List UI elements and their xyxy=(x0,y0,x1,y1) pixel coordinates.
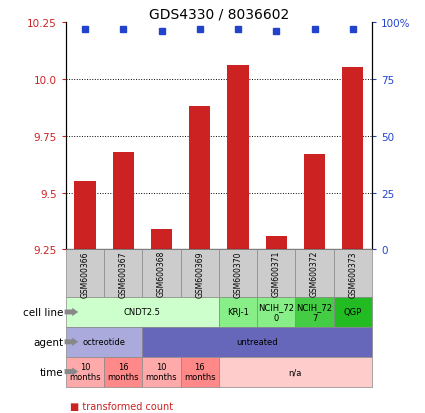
Bar xyxy=(74,182,96,250)
Text: GSM600371: GSM600371 xyxy=(272,250,281,297)
Bar xyxy=(304,154,325,250)
Bar xyxy=(189,107,210,250)
Text: CNDT2.5: CNDT2.5 xyxy=(124,308,161,317)
Bar xyxy=(342,68,363,250)
Text: GSM600373: GSM600373 xyxy=(348,250,357,297)
Title: GDS4330 / 8036602: GDS4330 / 8036602 xyxy=(149,7,289,21)
Text: GSM600367: GSM600367 xyxy=(119,250,128,297)
Text: GSM600370: GSM600370 xyxy=(233,250,243,297)
Text: NCIH_72
7: NCIH_72 7 xyxy=(297,303,332,322)
Bar xyxy=(113,152,134,250)
Text: GSM600372: GSM600372 xyxy=(310,250,319,297)
Text: QGP: QGP xyxy=(344,308,362,317)
Text: GSM600366: GSM600366 xyxy=(80,250,90,297)
Bar xyxy=(151,230,172,250)
Bar xyxy=(227,66,249,250)
Text: ■ transformed count: ■ transformed count xyxy=(70,401,173,411)
Text: 10
months: 10 months xyxy=(146,362,177,381)
Text: NCIH_72
0: NCIH_72 0 xyxy=(258,303,294,322)
Text: 16
months: 16 months xyxy=(108,362,139,381)
Text: cell line: cell line xyxy=(23,307,64,317)
Text: time: time xyxy=(40,367,64,377)
Text: agent: agent xyxy=(34,337,64,347)
Text: untreated: untreated xyxy=(236,337,278,347)
Text: octreotide: octreotide xyxy=(82,337,126,347)
Text: GSM600369: GSM600369 xyxy=(195,250,204,297)
Text: n/a: n/a xyxy=(289,367,302,376)
Bar xyxy=(266,236,287,250)
Text: 10
months: 10 months xyxy=(69,362,101,381)
Text: 16
months: 16 months xyxy=(184,362,215,381)
Text: GSM600368: GSM600368 xyxy=(157,250,166,297)
Text: KRJ-1: KRJ-1 xyxy=(227,308,249,317)
